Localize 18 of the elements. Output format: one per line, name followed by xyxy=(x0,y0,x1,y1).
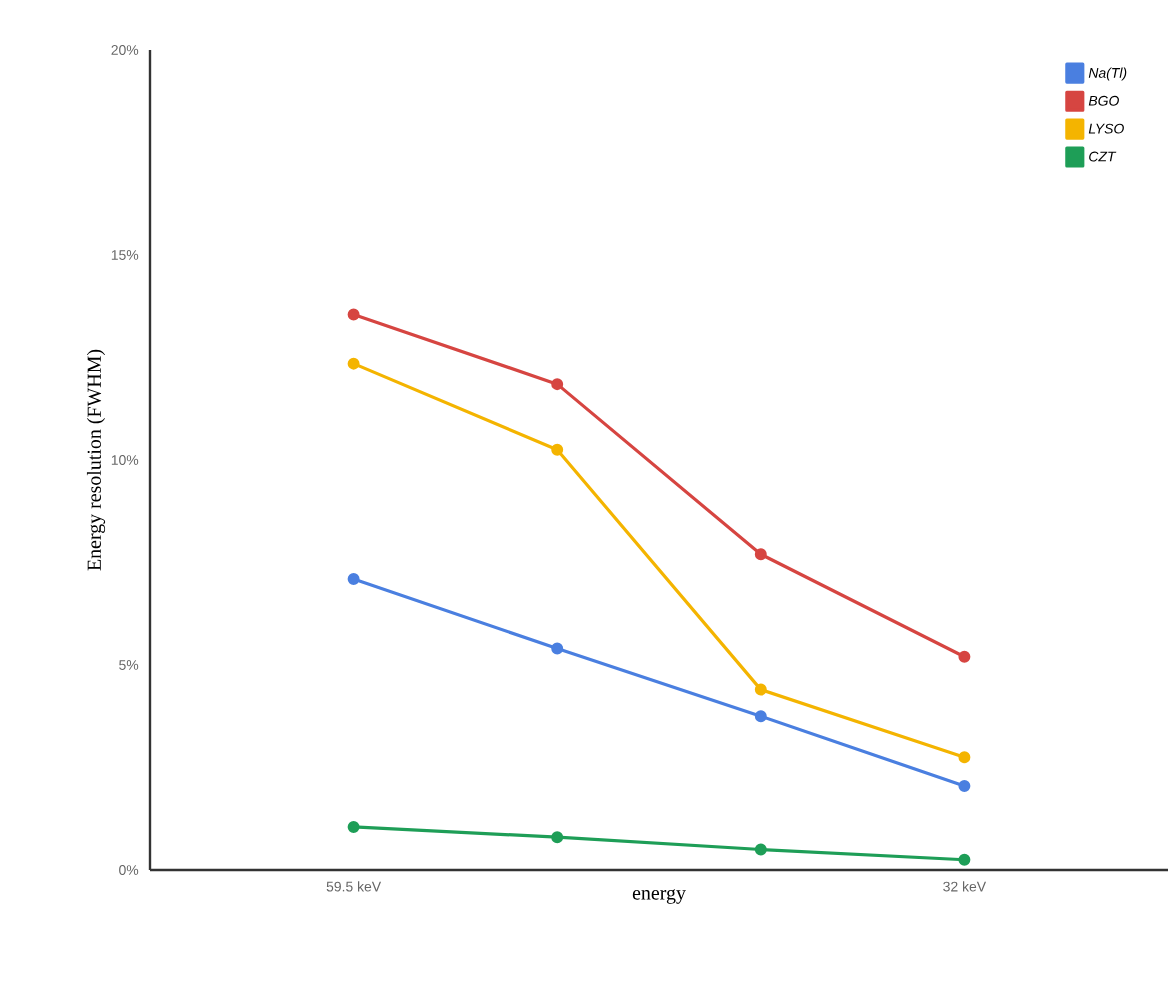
point xyxy=(754,683,767,696)
point xyxy=(551,831,564,844)
point xyxy=(958,751,971,764)
point xyxy=(347,357,360,370)
point xyxy=(754,710,767,723)
point xyxy=(958,853,971,866)
point xyxy=(754,548,767,561)
point xyxy=(347,308,360,321)
y-axis-title: Energy resolution (FWHM) xyxy=(86,349,106,571)
point xyxy=(958,650,971,663)
point xyxy=(551,443,564,456)
point xyxy=(551,642,564,655)
point xyxy=(347,572,360,585)
point xyxy=(347,820,360,833)
x-axis-title: energy xyxy=(632,889,686,904)
point xyxy=(958,779,971,792)
point xyxy=(754,843,767,856)
point xyxy=(551,378,564,391)
